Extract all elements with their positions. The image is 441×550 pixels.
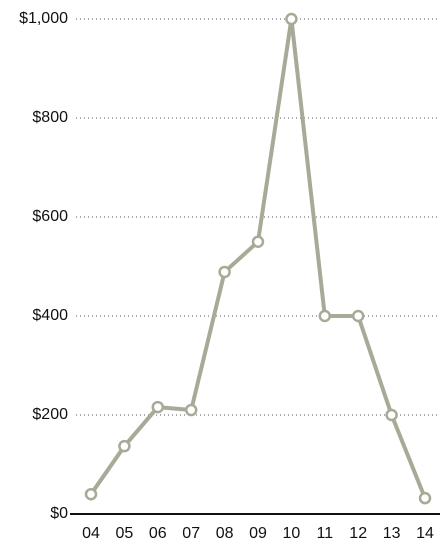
point [318, 309, 332, 323]
point [151, 400, 165, 414]
x-tick-label: 11 [316, 525, 333, 542]
point [351, 309, 365, 323]
x-tick-label: 09 [249, 525, 267, 542]
x-tick-label: 05 [116, 525, 134, 542]
y-tick-label: $800 [32, 109, 68, 126]
x-tick-label: 10 [283, 525, 301, 542]
x-tick-label: 14 [416, 525, 434, 542]
point [184, 403, 198, 417]
point [218, 265, 231, 279]
y-tick-label: $1,000 [19, 10, 68, 27]
line [89, 17, 427, 499]
point [118, 439, 131, 453]
point [385, 408, 398, 422]
y-tick-label: $600 [32, 208, 68, 225]
x-tick-label: 04 [82, 525, 100, 542]
x-tick-label: 12 [349, 525, 367, 542]
point [285, 12, 298, 26]
point [251, 235, 265, 248]
x-tick-label: 13 [383, 525, 401, 542]
point [418, 491, 432, 505]
x-tick-label: 08 [216, 525, 234, 542]
y-tick-label: $200 [32, 406, 68, 423]
point [84, 487, 98, 501]
x-tick-label: 07 [182, 525, 200, 542]
x-tick-label: 06 [149, 525, 167, 542]
y-tick-label: $0 [50, 505, 68, 522]
y-tick-label: $400 [32, 307, 68, 324]
